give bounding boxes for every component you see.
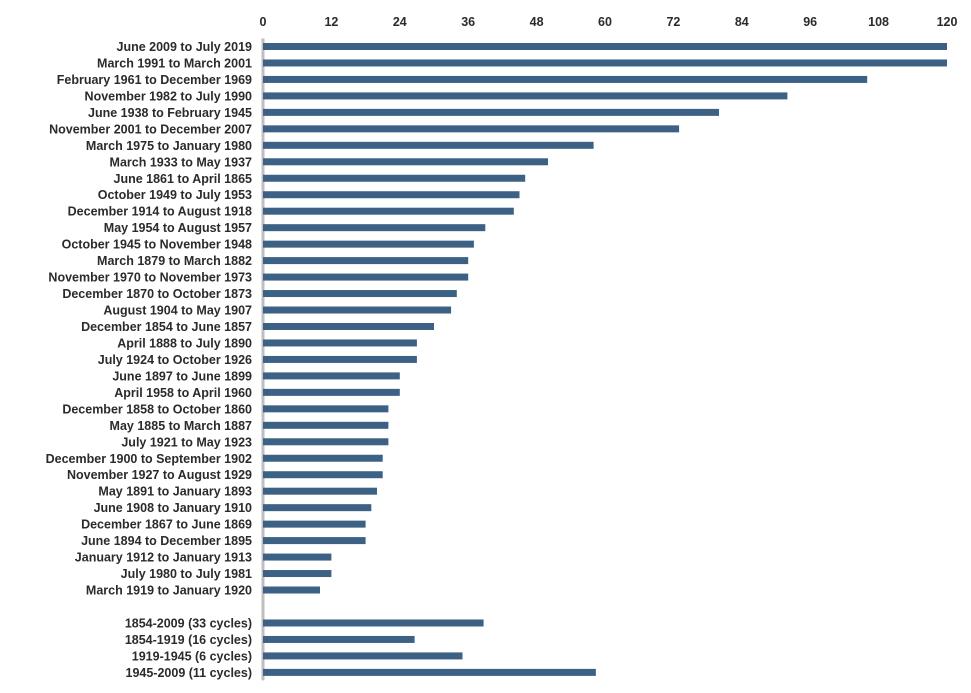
bar <box>263 668 596 676</box>
category-label: December 1870 to October 1873 <box>62 287 252 301</box>
category-label: 1919-1945 (6 cycles) <box>132 649 252 663</box>
x-tick-label: 84 <box>735 15 749 29</box>
category-label: June 1908 to January 1910 <box>94 501 252 515</box>
category-label: November 1927 to August 1929 <box>67 468 252 482</box>
bar <box>263 108 719 116</box>
category-label: February 1961 to December 1969 <box>57 73 252 87</box>
category-label: August 1904 to May 1907 <box>103 304 252 318</box>
bar <box>263 454 383 462</box>
category-labels: June 2009 to July 2019 March 1991 to Marc… <box>46 40 252 680</box>
category-label: March 1933 to May 1937 <box>110 155 252 169</box>
x-tick-label: 36 <box>461 15 475 29</box>
category-label: December 1854 to June 1857 <box>81 320 252 334</box>
bar <box>263 43 947 50</box>
bar <box>263 553 332 561</box>
category-label: November 1970 to November 1973 <box>48 271 252 285</box>
x-tick-label: 72 <box>666 15 680 29</box>
category-label: March 1991 to March 2001 <box>97 56 252 70</box>
bar <box>263 257 469 265</box>
x-tick-label: 120 <box>937 15 958 29</box>
category-label: March 1879 to March 1882 <box>97 254 252 268</box>
category-label: July 1921 to May 1923 <box>121 435 252 449</box>
bar <box>263 59 947 67</box>
bar <box>263 504 372 512</box>
bar <box>263 372 400 380</box>
bar <box>263 619 484 627</box>
x-axis-ticks: 0 12 24 36 48 60 72 84 96 108 120 <box>260 15 958 29</box>
bar <box>263 635 415 643</box>
category-label: May 1891 to January 1893 <box>98 485 252 499</box>
x-tick-label: 108 <box>868 15 889 29</box>
bar <box>263 586 320 594</box>
category-label: November 2001 to December 2007 <box>49 122 252 136</box>
category-label: December 1900 to September 1902 <box>46 452 252 466</box>
category-label: June 1938 to February 1945 <box>88 106 252 120</box>
bar <box>263 652 463 660</box>
category-label: April 1888 to July 1890 <box>117 336 252 350</box>
bar <box>263 92 788 100</box>
category-label: June 2009 to July 2019 <box>117 40 253 54</box>
x-tick-label: 24 <box>393 15 407 29</box>
bar <box>263 75 868 83</box>
bar <box>263 141 594 149</box>
category-label: March 1919 to January 1920 <box>86 584 252 598</box>
bar <box>263 224 486 232</box>
x-tick-label: 48 <box>530 15 544 29</box>
bar <box>263 290 457 298</box>
bar <box>263 125 680 133</box>
category-label: June 1897 to June 1899 <box>112 369 252 383</box>
category-label: January 1912 to January 1913 <box>75 551 252 565</box>
bar <box>263 306 452 314</box>
x-tick-label: 60 <box>598 15 612 29</box>
category-label: November 1982 to July 1990 <box>85 89 252 103</box>
bar <box>263 388 400 396</box>
category-label: July 1924 to October 1926 <box>98 353 252 367</box>
bar <box>263 158 548 166</box>
x-tick-label: 96 <box>803 15 817 29</box>
category-label: 1854-2009 (33 cycles) <box>125 616 252 630</box>
bar <box>263 487 377 495</box>
bar <box>263 339 417 347</box>
bar <box>263 322 434 330</box>
category-label: April 1958 to April 1960 <box>114 386 252 400</box>
bar <box>263 438 389 446</box>
category-label: December 1858 to October 1860 <box>62 402 252 416</box>
bar <box>263 355 417 363</box>
bar <box>263 207 514 215</box>
bars-layer <box>263 43 947 676</box>
category-label: June 1894 to December 1895 <box>81 534 252 548</box>
category-label: March 1975 to January 1980 <box>86 139 252 153</box>
category-label: May 1954 to August 1957 <box>104 221 252 235</box>
category-label: December 1914 to August 1918 <box>68 205 252 219</box>
category-label: 1945-2009 (11 cycles) <box>126 666 253 680</box>
category-label: October 1945 to November 1948 <box>62 238 252 252</box>
bar <box>263 191 520 199</box>
bar <box>263 240 474 248</box>
bar <box>263 405 389 413</box>
category-label: 1854-1919 (16 cycles) <box>125 633 252 647</box>
bar <box>263 174 526 182</box>
bar <box>263 537 366 545</box>
category-label: December 1867 to June 1869 <box>81 518 252 532</box>
category-label: October 1949 to July 1953 <box>98 188 252 202</box>
x-tick-label: 12 <box>324 15 338 29</box>
bar <box>263 471 383 479</box>
bar <box>263 520 366 528</box>
x-tick-label: 0 <box>260 15 267 29</box>
category-label: June 1861 to April 1865 <box>114 172 253 186</box>
category-label: May 1885 to March 1887 <box>110 419 252 433</box>
category-label: July 1980 to July 1981 <box>121 567 252 581</box>
bar <box>263 273 469 281</box>
bar <box>263 421 389 429</box>
bar <box>263 570 332 578</box>
